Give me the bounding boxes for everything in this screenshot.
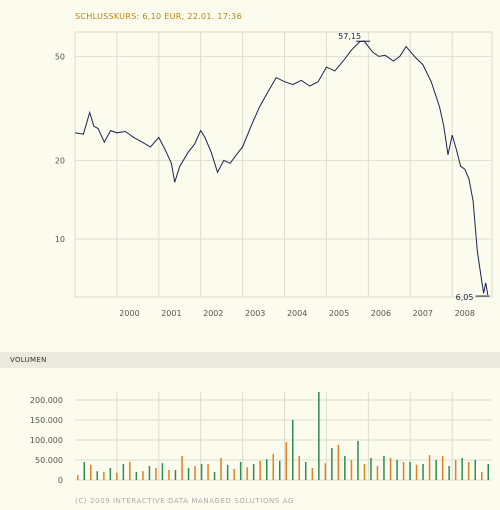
volume-bar-green — [435, 460, 437, 480]
volume-bar-green — [174, 470, 177, 480]
volume-bar-green — [396, 460, 398, 480]
volume-bar-orange — [441, 456, 444, 480]
volume-bar-green — [213, 472, 216, 480]
volume-bar-green — [383, 456, 385, 480]
volume-bar-green — [409, 462, 411, 480]
volume-y-tick-label: 100.000 — [30, 436, 63, 445]
price-high-label: 57,15 — [338, 32, 361, 41]
price-y-tick-label: 50 — [55, 52, 65, 61]
volume-bar-orange — [155, 468, 157, 480]
volume-bar-orange — [389, 458, 392, 480]
copyright-footer: (C) 2009 INTERACTIVE DATA MANAGED SOLUTI… — [75, 497, 295, 505]
volume-chart: 0 50.000 100.000 150.000 200.000 — [30, 392, 492, 485]
price-x-tick-label: 2000 — [119, 309, 139, 318]
volume-bar-orange — [77, 475, 79, 480]
volume-header-band — [0, 352, 500, 368]
price-plot-frame — [74, 31, 493, 298]
volume-bar-orange — [246, 467, 248, 480]
price-chart: 10 20 50 2000 2001 2002 2003 2004 2005 2006 2007 20… — [55, 31, 493, 318]
volume-bar-orange — [285, 442, 287, 480]
volume-bar-orange — [220, 458, 222, 480]
volume-bar-green — [122, 464, 125, 480]
price-x-tick-label: 2002 — [203, 309, 223, 318]
volume-bar-green — [200, 464, 203, 480]
volume-bar-orange — [311, 468, 314, 480]
price-y-tick-label: 20 — [55, 156, 65, 165]
volume-bar-orange — [103, 472, 105, 480]
volume-bar-green — [83, 462, 85, 480]
volume-y-tick-label: 150.000 — [30, 416, 63, 425]
volume-bar-green — [279, 460, 281, 480]
volume-bar-orange — [363, 464, 366, 480]
volume-bar-green — [239, 462, 242, 480]
volume-bar-orange — [454, 460, 457, 480]
volume-bar-green — [357, 440, 359, 480]
price-x-tick-label: 2007 — [413, 309, 433, 318]
price-x-tick-label: 2008 — [455, 309, 475, 318]
volume-bar-green — [135, 472, 138, 480]
volume-bar-green — [187, 468, 190, 480]
volume-bar-orange — [181, 456, 183, 480]
volume-title: VOLUMEN — [10, 356, 47, 364]
volume-bar-orange — [402, 462, 405, 480]
volume-bar-orange — [194, 466, 196, 480]
volume-bar-orange — [376, 466, 379, 480]
volume-bar-orange — [168, 470, 170, 480]
volume-bar-green — [318, 392, 320, 480]
volume-bar-green — [109, 468, 112, 480]
volume-bar-green — [487, 464, 489, 480]
volume-bar-green — [292, 420, 294, 480]
price-x-tick-label: 2003 — [245, 309, 265, 318]
volume-bar-green — [422, 464, 424, 480]
volume-bar-orange — [428, 455, 431, 480]
closing-price-label: SCHLUSSKURS: 6,10 EUR, 22.01. 17:36 — [75, 12, 242, 21]
volume-bar-orange — [259, 460, 261, 480]
volume-bar-orange — [298, 456, 300, 480]
volume-bar-orange — [415, 464, 418, 480]
volume-bar-orange — [116, 472, 118, 480]
price-x-tick-label: 2006 — [371, 309, 391, 318]
price-series-line — [74, 40, 489, 296]
volume-bar-green — [266, 459, 268, 480]
volume-bar-green — [226, 464, 229, 480]
volume-bar-green — [448, 466, 450, 480]
volume-bar-green — [96, 471, 98, 480]
volume-bar-orange — [90, 464, 92, 480]
volume-bar-orange — [233, 468, 235, 480]
volume-bar-orange — [467, 462, 470, 480]
volume-bar-green — [305, 462, 307, 480]
volume-bar-orange — [324, 463, 327, 480]
volume-bar-orange — [337, 444, 340, 480]
volume-bar-orange — [207, 464, 209, 480]
price-x-tick-label: 2001 — [161, 309, 181, 318]
price-x-tick-label: 2004 — [287, 309, 307, 318]
volume-bar-orange — [481, 472, 483, 480]
volume-bar-orange — [142, 471, 144, 480]
volume-bar-green — [331, 448, 333, 480]
volume-bar-green — [344, 456, 346, 480]
volume-bar-green — [370, 458, 372, 480]
volume-bar-green — [252, 464, 255, 480]
price-x-tick-label: 2005 — [329, 309, 349, 318]
volume-bar-green — [148, 466, 151, 480]
volume-y-tick-label: 50.000 — [35, 456, 63, 465]
price-low-label: 6,05 — [456, 293, 474, 302]
price-y-tick-label: 10 — [55, 235, 65, 244]
volume-y-tick-label: 200.000 — [30, 396, 63, 405]
volume-bar-green — [461, 458, 463, 480]
volume-bar-green — [161, 463, 164, 480]
volume-bar-orange — [350, 460, 353, 480]
volume-bar-orange — [272, 454, 274, 480]
volume-y-tick-label: 0 — [58, 476, 63, 485]
volume-bar-orange — [129, 462, 131, 480]
volume-bar-green — [474, 460, 476, 480]
